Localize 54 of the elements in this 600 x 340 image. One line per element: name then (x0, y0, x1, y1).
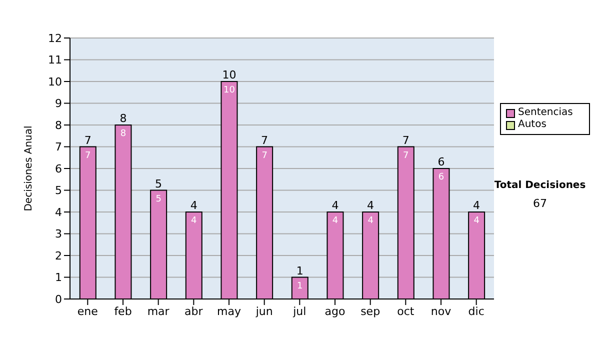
total-label: 1 (296, 264, 304, 278)
data-label: 8 (120, 129, 126, 139)
total-label: 7 (402, 134, 410, 147)
total-label: 4 (473, 199, 480, 212)
y-tick-label: 6 (55, 162, 62, 176)
total-label: 7 (84, 134, 92, 147)
x-tick-label: nov (430, 304, 452, 318)
total-label: 4 (190, 199, 198, 212)
x-tick-label: oct (397, 304, 415, 318)
y-tick-label: 10 (48, 75, 62, 88)
data-label: 1 (297, 281, 303, 292)
x-tick-label: ene (77, 304, 98, 318)
data-label: 7 (262, 150, 268, 161)
y-tick-label: 12 (48, 32, 62, 45)
legend-label: Autos (518, 119, 546, 131)
y-tick-label: 0 (55, 292, 62, 306)
total-label: 8 (120, 112, 127, 125)
y-tick-label: 4 (55, 206, 62, 219)
y-tick-label: 8 (55, 118, 62, 132)
data-label: 4 (368, 216, 374, 226)
x-tick-label: mar (147, 304, 170, 318)
y-tick-label: 2 (55, 249, 62, 262)
text: 67 (532, 197, 548, 210)
total-label: 5 (155, 177, 162, 190)
y-tick-label: 1 (55, 271, 62, 284)
x-tick-label: sep (360, 304, 380, 318)
x-tick-label: dic (468, 304, 484, 318)
y-tick-label: 7 (55, 140, 62, 154)
data-label: 4 (191, 216, 198, 226)
data-label: 4 (474, 216, 480, 226)
text: Total Decisiones (493, 180, 587, 191)
total-label: 4 (367, 199, 374, 212)
y-tick-label: 3 (55, 228, 62, 241)
y-tick-label: 11 (48, 54, 62, 67)
x-tick-label: abr (184, 304, 204, 318)
total-label: 10 (222, 68, 236, 82)
x-tick-label: ago (324, 304, 346, 318)
y-tick-label: 5 (55, 184, 62, 198)
legend-label: Sentencias (518, 107, 573, 119)
x-tick-label: jun (254, 304, 273, 318)
data-label: 10 (224, 86, 236, 96)
x-tick-label: may (217, 304, 242, 318)
data-label: 7 (85, 150, 91, 161)
total-label: 4 (332, 199, 339, 212)
data-label: 5 (156, 194, 162, 204)
y-tick-label: 9 (55, 97, 62, 110)
total-label: 7 (261, 134, 268, 147)
y-axis-title: Decisiones Anual (24, 126, 35, 212)
data-label: 6 (438, 172, 444, 182)
x-tick-label: feb (114, 304, 132, 318)
data-label: 7 (403, 150, 409, 161)
x-tick-label: jul (292, 304, 306, 318)
total-label: 6 (438, 156, 445, 168)
data-label: 4 (332, 216, 338, 226)
